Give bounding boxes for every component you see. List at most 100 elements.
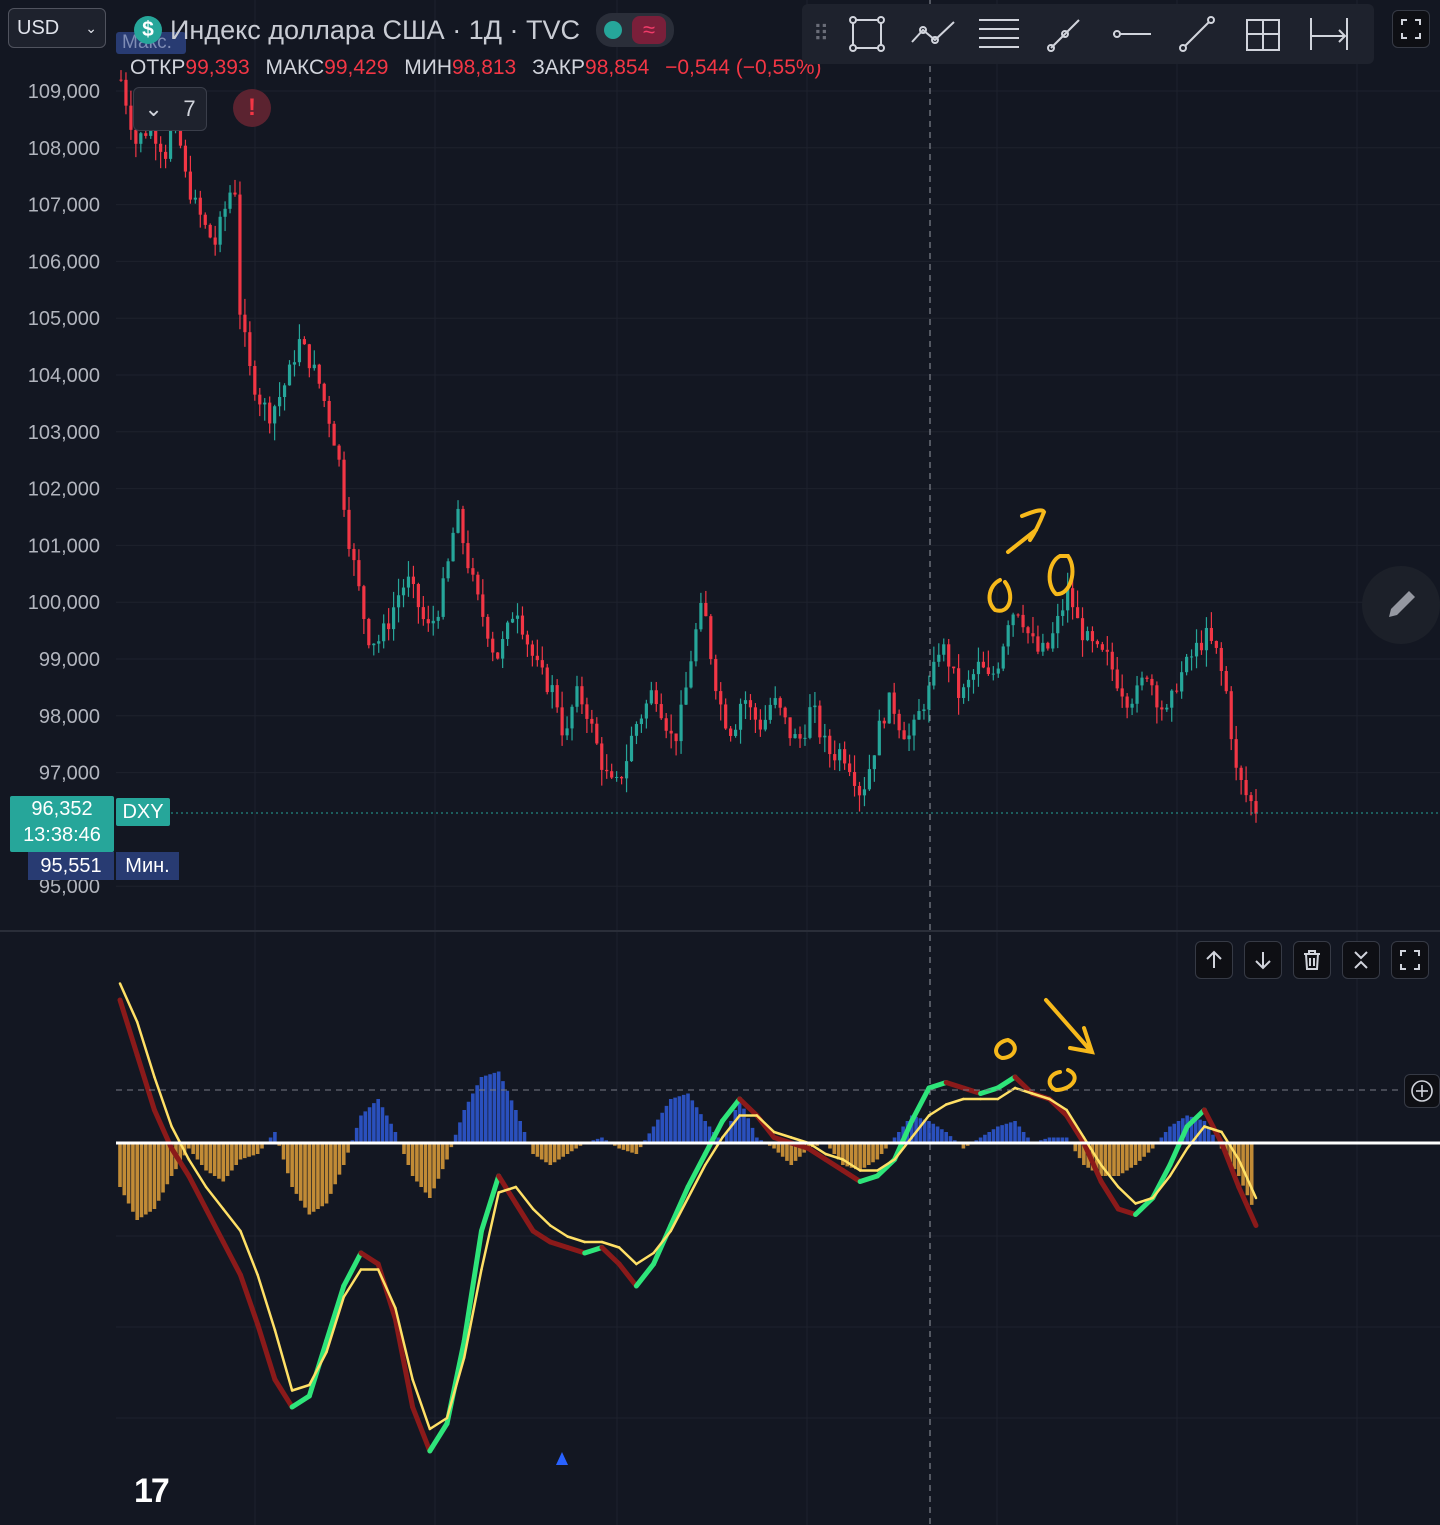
horizontal-ray-icon[interactable] [1098,4,1164,64]
histogram-bar [191,1143,195,1154]
histogram-bar [522,1132,527,1143]
candle-body [505,622,510,640]
signal-line-segment [635,1251,655,1266]
histogram-bar [996,1126,1000,1143]
pencil-button[interactable] [1362,566,1440,644]
candle-body [699,602,703,630]
histogram-bar [849,1143,854,1168]
price-tick-label: 95,000 [39,876,100,898]
candle-body [1234,739,1238,768]
move-pane-down-button[interactable] [1244,941,1282,979]
histogram-bar [914,1116,918,1143]
fullscreen-icon [1392,10,1430,48]
signal-line-segment [1237,1158,1258,1200]
histogram-bar [156,1143,161,1201]
symbol-title[interactable]: $ Индекс доллара США · 1Д · TVC ≈ [134,12,674,48]
histogram-bar [755,1137,759,1143]
histogram-bar [535,1143,540,1157]
histogram-bar [1138,1143,1142,1161]
candle-body [1041,642,1045,652]
candle-body [342,459,346,510]
histogram-bar [1043,1138,1047,1143]
candle-body [729,728,733,736]
histogram-bar [845,1143,850,1167]
grip-icon[interactable]: ⠿ [812,21,830,46]
add-indicator-button[interactable] [1404,1074,1440,1108]
date-range-icon[interactable] [1296,4,1362,64]
signal-line-segment [497,1185,518,1194]
candle-body [352,548,356,561]
status-pill[interactable]: ≈ [595,13,674,47]
histogram-bar [208,1143,213,1174]
high-label: МАКС [265,56,325,79]
candle-body [852,772,857,786]
candle-body [1075,607,1080,619]
path-icon[interactable] [900,4,966,64]
trend-line-icon[interactable] [1032,4,1098,64]
candle-body [1180,672,1184,692]
macd-line-segment [685,1151,708,1190]
candle-body [1016,614,1020,616]
candle-body [922,709,926,712]
histogram-bar [733,1110,738,1143]
histogram-bar [798,1143,802,1157]
histogram-bar [458,1122,462,1143]
candle-body [887,692,891,724]
histogram-bar [570,1143,574,1152]
pane-controls [1195,941,1429,979]
candle-body [466,543,470,569]
histogram-bar [742,1108,746,1143]
histogram-bar [329,1143,333,1194]
candle-body [961,687,966,698]
signal-line-segment [1185,1125,1206,1150]
histogram-bar [544,1143,548,1163]
fib-lines-icon[interactable] [966,4,1032,64]
candle-body [877,720,881,756]
histogram-bar [1008,1122,1013,1143]
histogram-bar [600,1137,604,1143]
move-pane-up-button[interactable] [1195,941,1233,979]
currency-select[interactable]: USD ⌄ [8,8,106,48]
candle-body [664,718,668,731]
collapse-pane-button[interactable] [1342,941,1380,979]
candle-body [253,366,257,395]
candle-body [595,723,599,744]
histogram-bar [384,1115,389,1143]
macd-line-segment [1012,1074,1035,1096]
delete-pane-button[interactable] [1293,941,1331,979]
candle-body [446,561,450,579]
candle-body [213,237,217,245]
price-tick-label: 109,000 [28,81,100,103]
histogram-bar [165,1143,170,1185]
macd-line-segment [392,1316,416,1410]
warning-icon[interactable]: ! [233,89,271,127]
histogram-bar [1228,1143,1232,1163]
candle-body [1061,610,1065,616]
candle-body [872,755,876,770]
line-icon[interactable] [1164,4,1230,64]
candle-body [327,401,331,424]
crosshair-box-icon[interactable] [1230,4,1296,64]
candle-body [530,644,534,656]
histogram-bar [1064,1137,1069,1143]
candle-body [1189,656,1194,658]
histogram-bar [871,1143,875,1163]
candle-body [129,105,133,130]
signal-line-segment [376,1268,397,1310]
indicator-toggle[interactable]: ⌄ 7 [133,87,207,131]
signal-line-segment [772,1130,793,1139]
price-tick-label: 107,000 [28,195,100,217]
low-value: 98,813 [452,56,517,79]
maximize-pane-button[interactable] [1391,941,1429,979]
candle-body [709,616,713,660]
candle-body [793,734,797,739]
histogram-bar [531,1143,535,1154]
min-value-tag: 95,551 [28,852,114,880]
signal-line-segment [1099,1163,1120,1189]
histogram-bar [1077,1143,1082,1159]
price-tick-label: 101,000 [28,535,100,557]
signal-line-segment [669,1196,690,1233]
fullscreen-button[interactable] [1392,10,1430,48]
rectangle-icon[interactable] [834,4,900,64]
